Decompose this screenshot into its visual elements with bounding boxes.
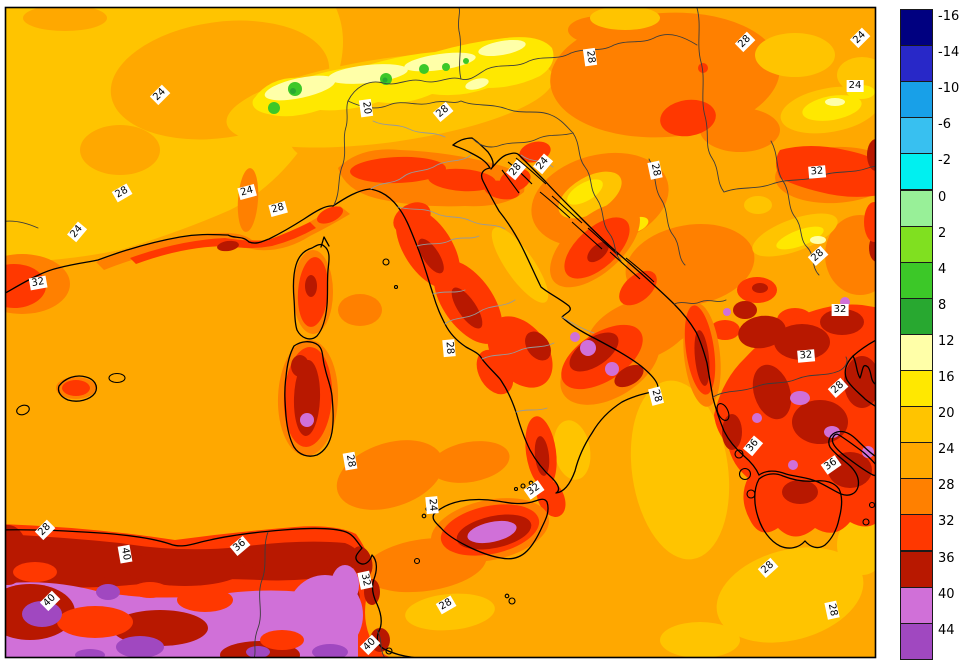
contour-label: 32: [831, 304, 849, 316]
legend-tick-label: 4: [938, 261, 947, 277]
contour-label: 24: [425, 496, 439, 514]
legend-cell: [900, 225, 933, 263]
coastlines: [6, 137, 875, 657]
legend-cell: [900, 442, 933, 480]
contour-label: 28: [582, 47, 598, 67]
legend-cell: [900, 81, 933, 119]
country-borders: [6, 8, 875, 657]
legend-cell: [900, 406, 933, 444]
legend-tick-label: 28: [938, 478, 955, 494]
legend-tick-label: 44: [938, 622, 955, 638]
contour-label: 24: [846, 80, 864, 92]
legend-tick-label: -10: [938, 81, 960, 97]
legend-cell: [900, 333, 933, 371]
legend-tick-label: 32: [938, 514, 955, 530]
legend-tick-label: 40: [938, 586, 955, 602]
legend-tick-label: -6: [938, 117, 951, 133]
legend-cell: [900, 622, 933, 660]
legend-tick-label: -16: [938, 9, 960, 24]
legend-cell: [900, 478, 933, 516]
legend-cell: [900, 153, 933, 191]
region-borders: [370, 120, 595, 413]
legend-cell: [900, 189, 933, 227]
contour-label: 32: [797, 349, 815, 363]
legend-cell: [900, 514, 933, 552]
legend-cell: [900, 370, 933, 408]
legend-tick-label: 8: [938, 297, 947, 313]
contour-label: 20: [358, 98, 374, 118]
legend-cell: [900, 45, 933, 83]
legend-tick-label: -2: [938, 153, 951, 169]
legend-tick-label: 2: [938, 225, 947, 241]
legend-tick-label: 12: [938, 333, 955, 349]
legend-cell: [900, 9, 933, 47]
legend-cell: [900, 586, 933, 624]
legend-tick-label: -14: [938, 45, 960, 61]
legend-tick-label: 0: [938, 189, 947, 205]
legend-cell: [900, 550, 933, 588]
legend-cell: [900, 261, 933, 299]
legend-tick-label: 16: [938, 370, 955, 385]
legend-tick-label: 24: [938, 442, 955, 458]
legend-tick-label: 36: [938, 550, 955, 566]
legend-cell: [900, 117, 933, 155]
map-border: [4, 6, 877, 659]
color-scale-legend: -16 -14 -10 -6 -2 0 2 4 8 12 16 20 24 28 32 36 40 44: [900, 0, 973, 671]
legend-cell: [900, 297, 933, 335]
contour-label: 32: [808, 165, 826, 179]
contour-label: 28: [442, 339, 456, 357]
legend-tick-label: 20: [938, 406, 955, 422]
